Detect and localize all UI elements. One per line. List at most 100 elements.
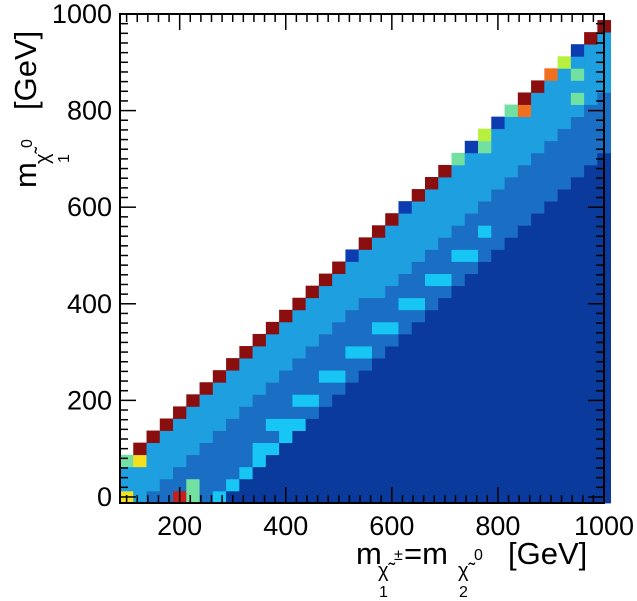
heatmap-cell — [186, 478, 200, 492]
heatmap-cell — [557, 201, 572, 214]
heatmap-cell — [424, 346, 439, 359]
heatmap-cell — [265, 442, 280, 456]
heatmap-cell — [146, 454, 161, 468]
heatmap-cell — [159, 466, 174, 480]
heatmap-cell — [451, 309, 466, 323]
heatmap-cell — [212, 490, 227, 504]
heatmap-cell — [451, 189, 466, 202]
heatmap-cell — [584, 213, 598, 226]
heatmap-cell — [570, 490, 585, 504]
heatmap-cell — [438, 333, 452, 347]
x-tick-label: 600 — [369, 511, 414, 541]
heatmap-cell — [279, 382, 293, 395]
heatmap-cell — [173, 406, 187, 419]
heatmap-cell — [398, 346, 413, 359]
heatmap-cell — [584, 454, 598, 468]
heatmap-cell — [398, 442, 413, 456]
heatmap-cell — [438, 177, 452, 190]
heatmap-cell — [424, 478, 439, 492]
heatmap-cell — [398, 285, 413, 299]
heatmap-cell — [332, 297, 346, 311]
heatmap-cell — [570, 273, 585, 287]
heatmap-cell — [292, 309, 307, 323]
heatmap-cell — [557, 213, 572, 226]
heatmap-cell — [358, 394, 373, 407]
heatmap-cell — [451, 261, 466, 274]
heatmap-cell — [358, 442, 373, 456]
heatmap-cell — [438, 237, 452, 250]
heatmap-cell — [332, 309, 346, 323]
heatmap-cell — [398, 225, 413, 238]
heatmap-cell — [570, 346, 585, 359]
heatmap-cell — [252, 333, 267, 347]
heatmap-cell — [478, 213, 492, 226]
x-tick-label: 1000 — [574, 511, 634, 541]
heatmap-cell — [504, 394, 519, 407]
heatmap-cell — [345, 309, 360, 323]
heatmap-cell — [226, 466, 240, 480]
heatmap-cell — [478, 418, 492, 431]
heatmap-cell — [345, 285, 360, 299]
heatmap-cell — [544, 346, 558, 359]
heatmap-cell — [332, 382, 346, 395]
heatmap-cell — [411, 466, 426, 480]
heatmap-cell — [358, 406, 373, 419]
heatmap-cell — [411, 346, 426, 359]
heatmap-cell — [345, 273, 360, 287]
heatmap-cell — [186, 466, 200, 480]
heatmap-cell — [318, 394, 333, 407]
heatmap-cell — [451, 358, 466, 371]
heatmap-cell — [584, 32, 598, 45]
heatmap-cell — [504, 478, 519, 492]
heatmap-cell — [544, 454, 558, 468]
heatmap-cell — [464, 358, 479, 371]
heatmap-cell — [531, 490, 545, 504]
heatmap-cell — [517, 418, 532, 431]
heatmap-cell — [265, 370, 280, 383]
heatmap-cell — [358, 273, 373, 287]
heatmap-cell — [358, 466, 373, 480]
heatmap-cell — [305, 394, 320, 407]
heatmap-cell — [517, 346, 532, 359]
heatmap-cell — [544, 358, 558, 371]
heatmap-cell — [252, 358, 267, 371]
heatmap-cell — [226, 454, 240, 468]
heatmap-cell — [424, 454, 439, 468]
heatmap-cell — [464, 370, 479, 383]
heatmap-cell — [491, 418, 505, 431]
heatmap-cell — [159, 442, 174, 456]
heatmap-cell — [371, 370, 386, 383]
heatmap-cell — [411, 285, 426, 299]
heatmap-cell — [438, 430, 452, 444]
heatmap-cell — [531, 201, 545, 214]
heatmap-cell — [239, 358, 253, 371]
heatmap-cell — [133, 478, 147, 492]
heatmap-cell — [531, 213, 545, 226]
heatmap-cell — [464, 261, 479, 274]
heatmap-cell — [318, 370, 333, 383]
heatmap-cell — [345, 370, 360, 383]
heatmap-cell — [371, 382, 386, 395]
heatmap-cell — [517, 321, 532, 335]
heatmap-cell — [371, 358, 386, 371]
heatmap-cell — [504, 285, 519, 299]
heatmap-cell — [424, 225, 439, 238]
heatmap-cell — [398, 418, 413, 431]
heatmap-cell — [451, 346, 466, 359]
heatmap-cell — [199, 454, 214, 468]
heatmap-cell — [570, 213, 585, 226]
heatmap-cell — [438, 321, 452, 335]
heatmap-cell — [385, 237, 399, 250]
heatmap-cell — [544, 370, 558, 383]
heatmap-cell — [491, 261, 505, 274]
heatmap-cell — [570, 116, 585, 130]
heatmap-cell — [570, 418, 585, 431]
heatmap-cell — [411, 358, 426, 371]
heatmap-cell — [491, 309, 505, 323]
heatmap-cell — [544, 273, 558, 287]
heatmap-cell — [491, 333, 505, 347]
heatmap-cell — [584, 466, 598, 480]
heatmap-cell — [279, 454, 293, 468]
heatmap-cell — [570, 201, 585, 214]
heatmap-cell — [478, 285, 492, 299]
